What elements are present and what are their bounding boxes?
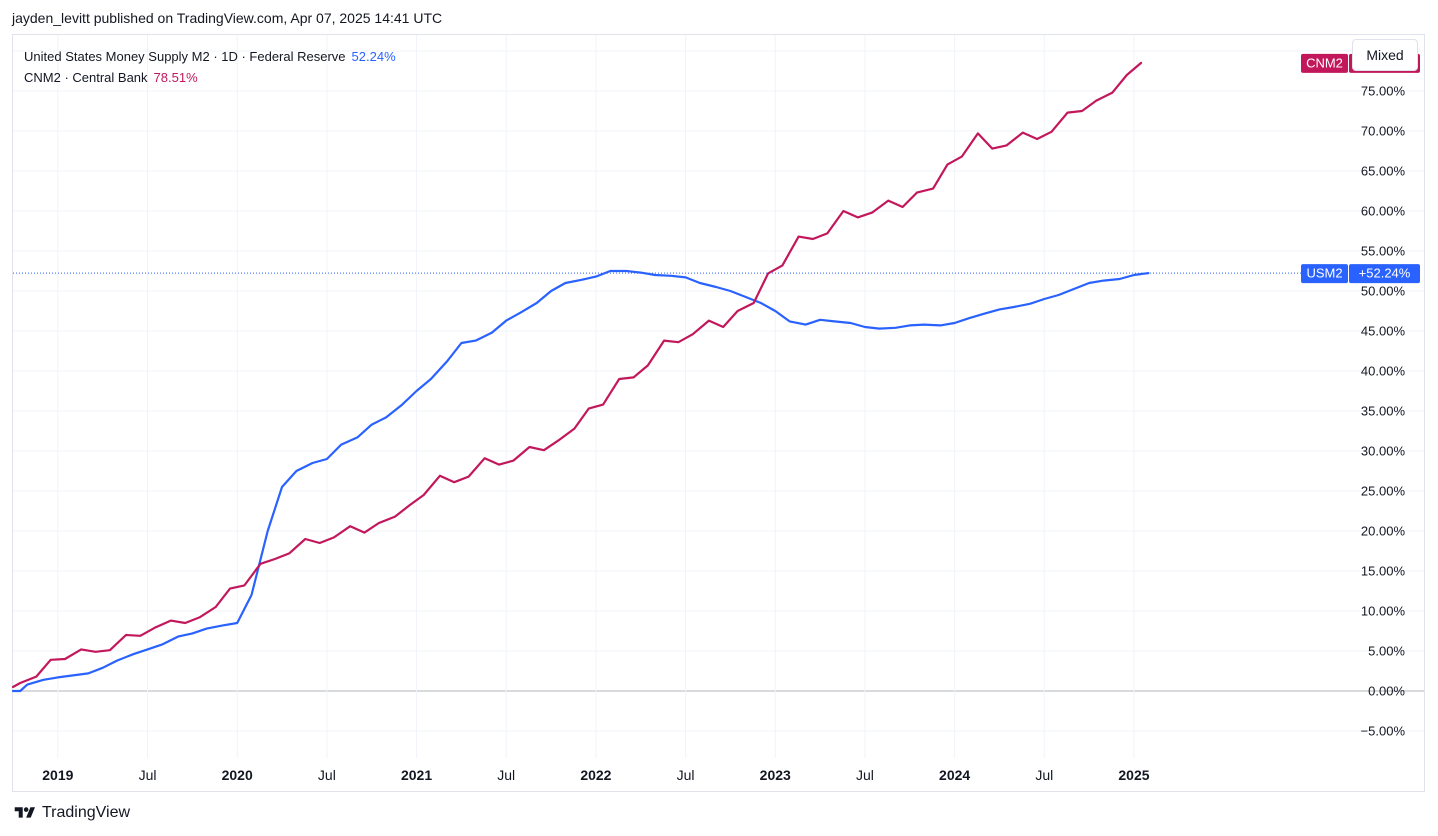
legend-cnm2-value: 78.51% [153,70,198,85]
y-tick-label: 25.00% [1361,484,1406,499]
badge-name: CNM2 [1306,55,1343,70]
badge-name: USM2 [1306,266,1342,281]
legend-cnm2-name: CNM2 · Central Bank [24,70,148,85]
series-line-cnm2 [11,61,1143,689]
publish-info: jayden_levitt published on TradingView.c… [12,10,443,26]
grid-layer [13,35,1424,758]
badge-name-bg [1301,264,1348,284]
chart-legend: United States Money Supply M2 · 1D · Fed… [24,46,396,88]
y-tick-label: 45.00% [1361,324,1406,339]
series-layer [11,61,1302,693]
chart-frame [12,34,1425,792]
x-tick-label: Jul [497,767,515,783]
y-tick-label: 65.00% [1361,164,1406,179]
y-tick-label: 30.00% [1361,444,1406,459]
y-tick-label: 20.00% [1361,524,1406,539]
x-tick-label: 2019 [42,767,73,783]
x-tick-label: Jul [1035,767,1053,783]
y-tick-label: 50.00% [1361,284,1406,299]
x-axis: 2019 Jul 2020 Jul 2021 Jul 2022 Jul 2023 Jul 2024 J… [42,767,1149,783]
y-axis: −5.00% 0.00% 5.00% 10.00% 15.00% 20.00% 25.00%… [1361,44,1406,739]
x-tick-label: Jul [677,767,695,783]
scale-mode-button[interactable]: Mixed [1352,39,1418,71]
x-tick-label: Jul [139,767,157,783]
y-tick-label: 35.00% [1361,404,1406,419]
y-tick-label: 55.00% [1361,244,1406,259]
badge-value-bg [1349,264,1420,284]
legend-usm2-value: 52.24% [351,49,396,64]
tradingview-footer[interactable]: TradingView [12,804,130,822]
legend-row-cnm2[interactable]: CNM2 · Central Bank 78.51% [24,67,396,88]
x-tick-label: 2025 [1118,767,1149,783]
x-tick-label: 2021 [401,767,432,783]
y-tick-label: −5.00% [1361,724,1406,739]
y-tick-label: 0.00% [1368,684,1405,699]
y-tick-label: 10.00% [1361,604,1406,619]
y-tick-label: 60.00% [1361,204,1406,219]
x-tick-label: 2020 [222,767,253,783]
x-tick-label: 2023 [760,767,791,783]
y-tick-label: 5.00% [1368,644,1405,659]
legend-usm2-name: United States Money Supply M2 · 1D · Fed… [24,49,346,64]
footer-brand: TradingView [42,804,131,821]
y-tick-label: 40.00% [1361,364,1406,379]
price-badge-usm2: USM2 +52.24% [1301,264,1420,284]
legend-row-usm2[interactable]: United States Money Supply M2 · 1D · Fed… [24,46,396,67]
x-tick-label: 2024 [939,767,970,783]
badge-name-bg [1301,53,1348,73]
x-tick-label: Jul [856,767,874,783]
badge-value: +52.24% [1359,266,1411,281]
series-line-usm2 [11,269,1150,693]
x-tick-label: Jul [318,767,336,783]
y-tick-label: 70.00% [1361,124,1406,139]
y-tick-label: 15.00% [1361,564,1406,579]
x-tick-label: 2022 [580,767,611,783]
y-tick-label: 75.00% [1361,84,1406,99]
tradingview-logo-icon [14,807,35,818]
